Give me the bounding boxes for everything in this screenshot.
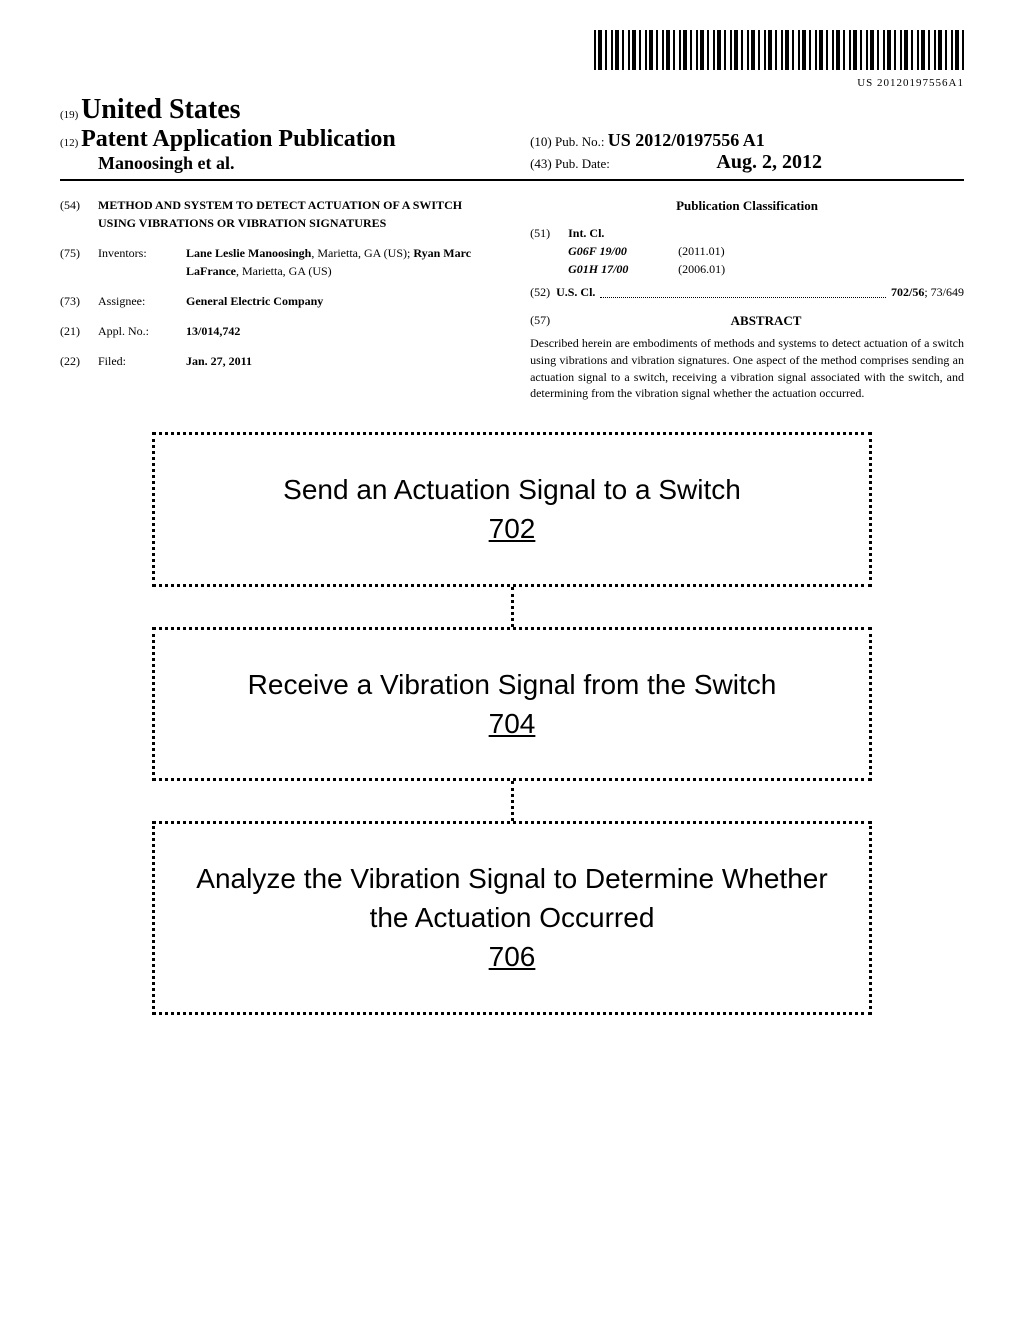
biblio-inventors-row: (75) Inventors: Lane Leslie Manoosingh, … [60,244,494,280]
pubdate-num: (43) [530,156,552,171]
uscl-num: (52) [530,283,550,301]
intcl-codes: Int. Cl. G06F 19/00 (2011.01) G01H 17/00… [568,224,964,278]
biblio-title-row: (54) METHOD AND SYSTEM TO DETECT ACTUATI… [60,196,494,232]
abstract-text: Described herein are embodiments of meth… [530,335,964,402]
biblio-filed-row: (22) Filed: Jan. 27, 2011 [60,352,494,370]
title: METHOD AND SYSTEM TO DETECT ACTUATION OF… [98,196,494,232]
authority: United States [81,94,240,125]
uscl-rest: ; 73/649 [924,285,964,299]
uscl-value: 702/56; 73/649 [891,283,964,301]
inventors-label: Inventors: [98,244,186,280]
barcode-graphic [594,30,964,70]
inventor2-rest: , Marietta, GA (US) [236,264,332,278]
inventors-value: Lane Leslie Manoosingh, Marietta, GA (US… [186,244,494,280]
assignee-label: Assignee: [98,292,186,310]
flow-box-2-text: Analyze the Vibration Signal to Determin… [196,863,827,933]
barcode-text: US 20120197556A1 [60,77,964,89]
authors-line: Manoosingh et al. [98,153,512,174]
pubno-num: (10) [530,134,552,149]
intcl-code-0: G06F 19/00 (2011.01) [568,242,964,260]
abstract-section: (57) ABSTRACT Described herein are embod… [530,311,964,403]
authority-line: (19) United States [60,94,512,126]
biblio-applno-row: (21) Appl. No.: 13/014,742 [60,322,494,340]
intcl-label: Int. Cl. [568,224,964,242]
flow-box-0: Send an Actuation Signal to a Switch 702 [152,432,872,586]
uscl-label: U.S. Cl. [556,283,595,301]
flow-box-0-text: Send an Actuation Signal to a Switch [283,474,741,505]
assignee-value: General Electric Company [186,292,494,310]
flow-connector-1 [511,781,514,821]
flow-box-1-ref: 704 [489,708,536,739]
header-left: (19) United States (12) Patent Applicati… [60,94,512,174]
authority-num: (19) [60,109,78,121]
inventor1-rest: , Marietta, GA (US); [311,246,413,260]
abstract-num: (57) [530,311,568,336]
pubtype: Patent Application Publication [81,126,396,152]
biblio-assignee-row: (73) Assignee: General Electric Company [60,292,494,310]
uscl-row: (52) U.S. Cl. 702/56; 73/649 [530,283,964,301]
header-row: (19) United States (12) Patent Applicati… [60,94,964,181]
flowchart: Send an Actuation Signal to a Switch 702… [60,432,964,1014]
abstract-title: ABSTRACT [568,311,964,331]
intcl-code-1-name: G01H 17/00 [568,260,678,278]
intcl-code-1: G01H 17/00 (2006.01) [568,260,964,278]
biblio: (54) METHOD AND SYSTEM TO DETECT ACTUATI… [60,196,964,402]
pubdate-label: Pub. Date: [555,156,610,171]
intcl-row: (51) Int. Cl. G06F 19/00 (2011.01) G01H … [530,224,964,278]
assignee-num: (73) [60,292,98,310]
flow-box-2-ref: 706 [489,941,536,972]
pubdate-line: (43) Pub. Date: Aug. 2, 2012 [530,151,964,174]
applno-label: Appl. No.: [98,322,186,340]
pubno-label: Pub. No.: [555,134,604,149]
flow-box-0-ref: 702 [489,513,536,544]
filed-label: Filed: [98,352,186,370]
intcl-code-1-year: (2006.01) [678,260,725,278]
uscl-bold: 702/56 [891,285,924,299]
biblio-left: (54) METHOD AND SYSTEM TO DETECT ACTUATI… [60,196,494,402]
pubdate-value: Aug. 2, 2012 [716,151,822,173]
classification-title: Publication Classification [530,196,964,216]
pubtype-num: (12) [60,137,78,149]
inventors-num: (75) [60,244,98,280]
biblio-right: Publication Classification (51) Int. Cl.… [530,196,964,402]
pubnum-line: (10) Pub. No.: US 2012/0197556 A1 [530,130,964,151]
filed-value: Jan. 27, 2011 [186,352,494,370]
intcl-code-0-name: G06F 19/00 [568,242,678,260]
inventor1-bold: Lane Leslie Manoosingh [186,246,311,260]
barcode-area: US 20120197556A1 [60,30,964,89]
flow-box-2: Analyze the Vibration Signal to Determin… [152,821,872,1015]
applno-num: (21) [60,322,98,340]
filed-num: (22) [60,352,98,370]
intcl-code-0-year: (2011.01) [678,242,725,260]
pubtype-line: (12) Patent Application Publication [60,126,512,153]
flow-box-1-text: Receive a Vibration Signal from the Swit… [248,669,777,700]
applno-value: 13/014,742 [186,322,494,340]
flow-box-1: Receive a Vibration Signal from the Swit… [152,627,872,781]
pubno-value: US 2012/0197556 A1 [608,130,765,150]
header-right: (10) Pub. No.: US 2012/0197556 A1 (43) P… [530,130,964,174]
title-num: (54) [60,196,98,232]
flow-connector-0 [511,587,514,627]
uscl-dots [600,283,886,298]
intcl-num: (51) [530,224,568,278]
